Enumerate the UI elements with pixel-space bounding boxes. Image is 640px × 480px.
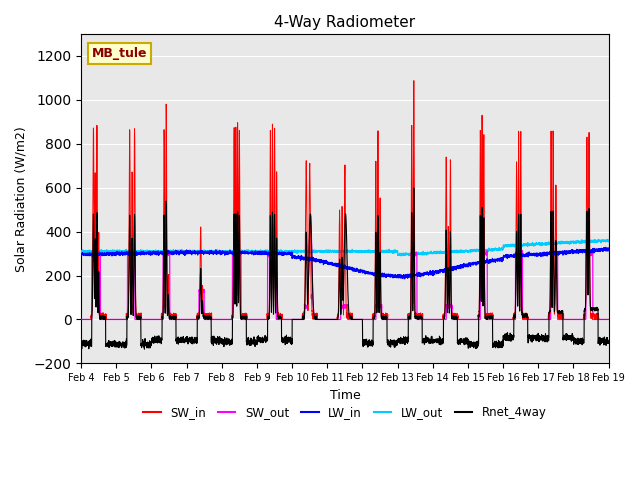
Title: 4-Way Radiometer: 4-Way Radiometer (275, 15, 415, 30)
Text: MB_tule: MB_tule (92, 47, 147, 60)
Y-axis label: Solar Radiation (W/m2): Solar Radiation (W/m2) (15, 126, 28, 272)
X-axis label: Time: Time (330, 389, 360, 402)
Legend: SW_in, SW_out, LW_in, LW_out, Rnet_4way: SW_in, SW_out, LW_in, LW_out, Rnet_4way (138, 401, 552, 423)
